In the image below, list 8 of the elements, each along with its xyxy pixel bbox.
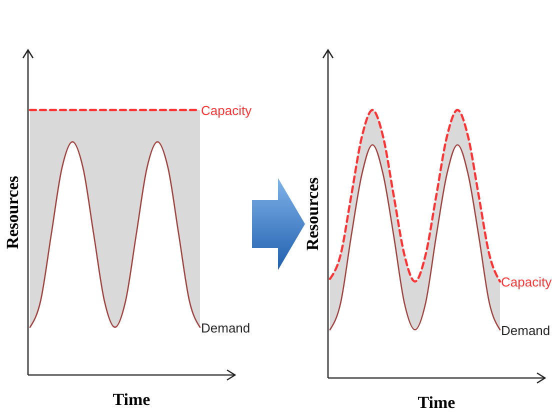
y-axis-title: Resources xyxy=(303,176,322,251)
series-label: Capacity xyxy=(201,103,252,118)
series-label: Demand xyxy=(201,320,250,336)
x-axis-title: Time xyxy=(112,390,151,409)
series-label: Demand xyxy=(501,322,550,338)
y-axis-title: Resources xyxy=(3,175,22,250)
x-axis-title: Time xyxy=(418,393,456,412)
series-label: Capacity xyxy=(501,274,552,290)
